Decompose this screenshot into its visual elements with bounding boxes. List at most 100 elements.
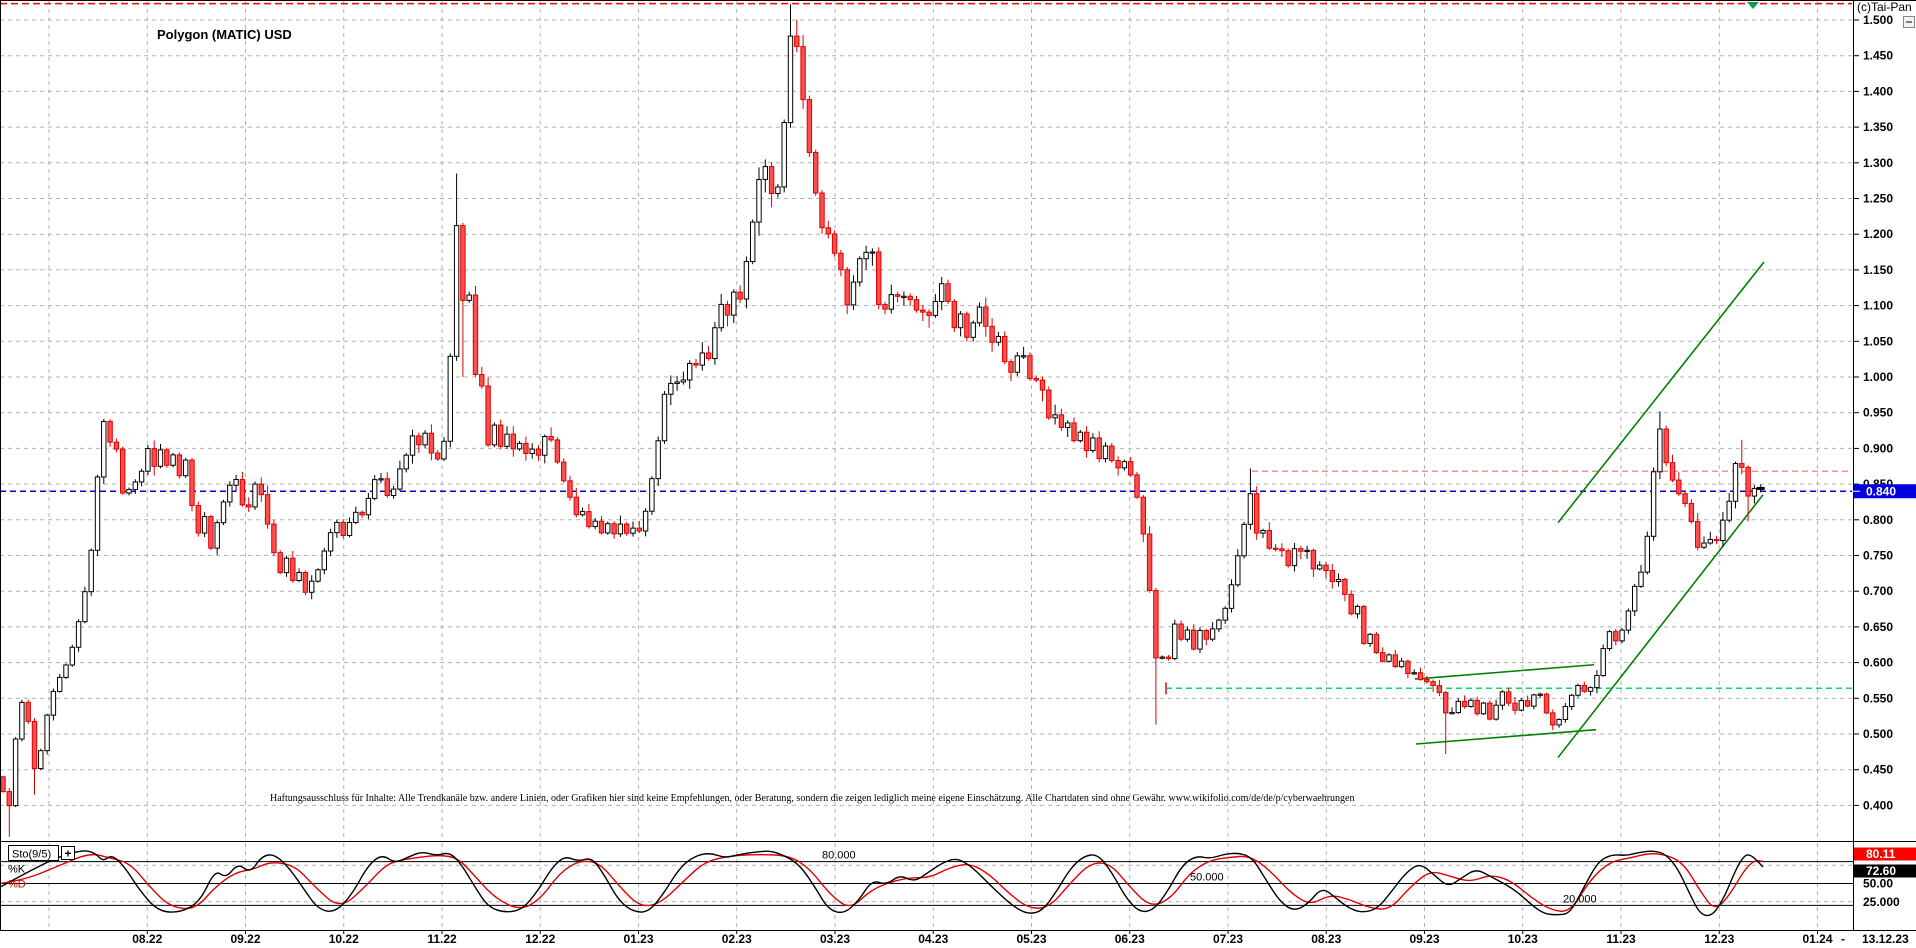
candlestick-series (1, 4, 1765, 837)
candle (655, 436, 661, 487)
candle (1008, 359, 1014, 381)
candle (737, 285, 743, 304)
x-tick-label: 03.23 (820, 932, 850, 946)
indicator-name-box[interactable] (8, 845, 59, 861)
candle (214, 520, 220, 555)
y-tick-label: 1.150 (1863, 263, 1893, 277)
candle (227, 481, 233, 507)
candle (233, 474, 239, 492)
candle (1430, 679, 1436, 692)
candle (819, 190, 825, 234)
y-tick-label: 1.000 (1863, 370, 1893, 384)
candle (1506, 687, 1512, 707)
x-tick-label: 07.23 (1213, 932, 1243, 946)
candle (1695, 512, 1701, 551)
candle (1739, 439, 1745, 475)
candle (1518, 698, 1524, 712)
candle (94, 474, 101, 556)
x-axis-dash: - (1841, 932, 1845, 946)
candle (1632, 583, 1638, 616)
candle (957, 311, 964, 337)
candle (1461, 695, 1468, 709)
candle (951, 299, 957, 333)
candle (460, 222, 466, 377)
y-tick-label: 1.350 (1863, 120, 1893, 134)
candle (296, 568, 302, 583)
candle (1663, 425, 1669, 467)
candle (1455, 698, 1461, 714)
candle (920, 304, 926, 322)
candle (441, 437, 447, 461)
candle (586, 504, 592, 529)
candle (1121, 459, 1128, 471)
candle (1247, 468, 1254, 530)
collapse-button[interactable] (1903, 16, 1915, 28)
candle (1569, 694, 1575, 710)
candle (1676, 472, 1682, 496)
candle (120, 446, 126, 495)
candle (1619, 628, 1625, 644)
candle (523, 436, 529, 461)
candle (1751, 485, 1758, 504)
y-tick-label: 0.700 (1863, 584, 1893, 598)
candle (302, 570, 309, 596)
candle (1436, 679, 1443, 697)
candle (1291, 542, 1298, 572)
candle (365, 492, 372, 520)
candle (983, 297, 989, 337)
candle (283, 555, 290, 577)
candle (1065, 420, 1071, 437)
candle (1109, 443, 1115, 463)
add-indicator-button[interactable]: + (61, 846, 75, 861)
candle (321, 547, 328, 575)
y-tick-label: 1.050 (1863, 334, 1893, 348)
candle (1707, 531, 1713, 545)
x-tick-label: 12.23 (1704, 932, 1734, 946)
candle (1417, 667, 1424, 681)
y-tick-label: 0.800 (1863, 513, 1893, 527)
candle (1361, 604, 1367, 646)
x-tick-label: 06.23 (1115, 932, 1145, 946)
candle (1613, 628, 1619, 646)
candle (844, 266, 850, 315)
candle (1260, 528, 1266, 538)
candle (1424, 675, 1430, 684)
candle (416, 432, 422, 453)
candle (1235, 549, 1241, 588)
candle (932, 294, 939, 318)
candle (636, 520, 642, 534)
candle (1587, 686, 1594, 696)
sto-k-badge (1854, 864, 1916, 878)
candle (813, 149, 819, 196)
sto-d-badge-value: 80.11 (1866, 847, 1896, 861)
y-tick-label: 0.600 (1863, 656, 1893, 670)
candle (485, 377, 491, 447)
candle (1046, 386, 1052, 420)
candle (201, 512, 208, 538)
candle (359, 510, 365, 518)
candle (1474, 696, 1480, 716)
candle (863, 245, 869, 270)
candle (1669, 454, 1676, 483)
candle (699, 342, 705, 371)
y-tick-label: 0.450 (1863, 763, 1893, 777)
candle (315, 568, 321, 583)
candle (964, 311, 970, 342)
page-title: Polygon (MATIC) USD (157, 27, 292, 42)
candle (1329, 563, 1335, 589)
candle (1140, 494, 1146, 543)
candle (838, 249, 844, 277)
candle (491, 422, 498, 448)
y-tick-label: 1.400 (1863, 84, 1893, 98)
candle (1657, 411, 1663, 480)
candle (1531, 693, 1537, 710)
candle (1279, 543, 1285, 557)
candle (1014, 352, 1020, 376)
candle (340, 519, 346, 539)
candle (1115, 456, 1121, 476)
x-tick-label: 05.23 (1016, 932, 1046, 946)
candle (1172, 619, 1178, 661)
candle (252, 481, 258, 510)
